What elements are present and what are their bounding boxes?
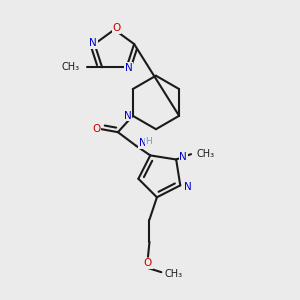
Text: O: O [92, 124, 100, 134]
Text: N: N [124, 111, 131, 121]
Text: O: O [144, 258, 152, 268]
Text: O: O [112, 23, 121, 33]
Text: N: N [179, 152, 187, 162]
Text: N: N [139, 138, 146, 148]
Text: H: H [145, 137, 152, 146]
Text: CH₃: CH₃ [164, 269, 182, 279]
Text: N: N [125, 63, 133, 73]
Text: CH₃: CH₃ [62, 62, 80, 72]
Text: CH₃: CH₃ [197, 149, 215, 159]
Text: N: N [184, 182, 192, 192]
Text: N: N [89, 38, 97, 48]
